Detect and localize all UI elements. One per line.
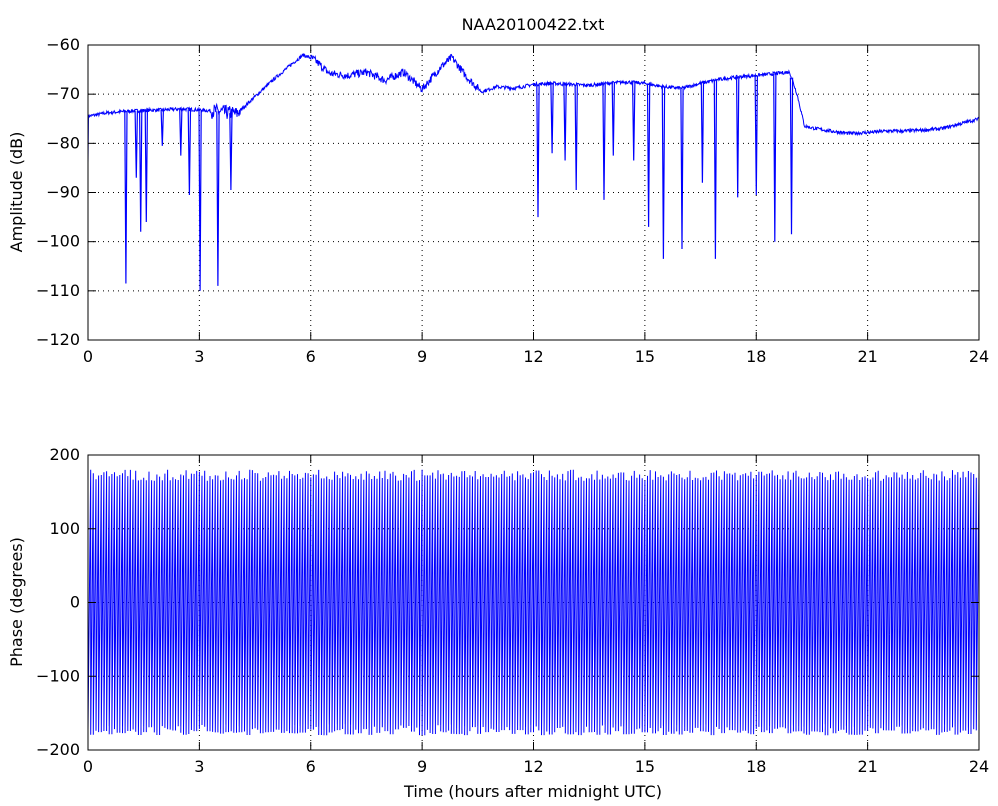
- amplitude-line: [87, 53, 980, 164]
- phase-ytick-label: 100: [49, 519, 80, 538]
- amplitude-dip: [229, 113, 233, 191]
- amplitude-ytick-label: −120: [36, 330, 80, 349]
- amplitude-dip: [602, 83, 606, 200]
- amplitude-xtick-label: 3: [194, 347, 204, 366]
- amplitude-dip: [646, 83, 651, 227]
- amplitude-dip: [160, 109, 164, 146]
- amplitude-ylabel: Amplitude (dB): [7, 132, 26, 253]
- amplitude-ytick-label: −80: [46, 133, 80, 152]
- phase-line: [87, 469, 980, 736]
- phase-xtick-label: 3: [194, 757, 204, 776]
- amplitude-dip: [661, 86, 666, 259]
- amplitude-xtick-label: 15: [635, 347, 655, 366]
- phase-xtick-label: 21: [857, 757, 877, 776]
- amplitude-dip: [536, 84, 540, 218]
- amplitude-dip: [198, 109, 202, 291]
- amplitude-dip: [144, 110, 148, 223]
- phase-xtick-label: 6: [306, 757, 316, 776]
- amplitude-dip: [563, 83, 567, 161]
- phase-ytick-label: −100: [36, 666, 80, 685]
- amplitude-panel: NAA20100422.txt 0 3 6 9 12 15 18 21 24 −120 −110 −1…: [7, 15, 989, 366]
- amplitude-xtick-label: 6: [306, 347, 316, 366]
- amplitude-dip: [789, 77, 794, 235]
- amplitude-ytick-label: −90: [46, 183, 80, 202]
- amplitude-dip: [216, 111, 220, 286]
- amplitude-dip: [713, 80, 718, 259]
- amplitude-dip: [700, 82, 705, 183]
- amplitude-grid: [88, 45, 979, 340]
- amplitude-dip: [187, 109, 192, 196]
- phase-xtick-label: 18: [746, 757, 766, 776]
- amplitude-xtick-label: 9: [417, 347, 427, 366]
- amplitude-xtick-label: 0: [83, 347, 93, 366]
- amplitude-ytick-label: −60: [46, 35, 80, 54]
- amplitude-dip: [773, 73, 777, 242]
- amplitude-dip: [611, 82, 615, 156]
- phase-xtick-label: 12: [523, 757, 543, 776]
- phase-ylabel: Phase (degrees): [7, 537, 26, 667]
- amplitude-dip: [550, 83, 554, 154]
- phase-ytick-label: 0: [70, 593, 80, 612]
- amplitude-ytick-label: −100: [36, 232, 80, 251]
- amplitude-xtick-label: 18: [746, 347, 766, 366]
- phase-xtick-label: 9: [417, 757, 427, 776]
- amplitude-xtick-label: 12: [523, 347, 543, 366]
- amplitude-dip: [179, 108, 183, 156]
- amplitude-dip: [632, 82, 636, 161]
- phase-xlabel: Time (hours after midnight UTC): [403, 782, 662, 801]
- phase-panel: 0 3 6 9 12 15 18 21 24 −200 −100 0 100 200 Phase (deg…: [7, 445, 989, 801]
- amplitude-ticks: 0 3 6 9 12 15 18 21 24 −120 −110 −100 −90 −80 −70 −60: [36, 35, 989, 366]
- amplitude-ytick-label: −110: [36, 281, 80, 300]
- amplitude-ytick-label: −70: [46, 84, 80, 103]
- phase-xtick-label: 0: [83, 757, 93, 776]
- amplitude-dip: [134, 110, 138, 178]
- phase-xtick-label: 15: [635, 757, 655, 776]
- amplitude-xtick-label: 24: [969, 347, 989, 366]
- amplitude-dip: [736, 76, 740, 198]
- amplitude-dip: [124, 111, 128, 284]
- amplitude-dip: [680, 88, 684, 250]
- amplitude-series: [87, 53, 980, 291]
- plot-title: NAA20100422.txt: [462, 15, 605, 34]
- phase-ytick-label: 200: [49, 445, 80, 464]
- amplitude-dip: [574, 84, 578, 191]
- amplitude-dip: [754, 75, 758, 196]
- phase-xtick-label: 24: [969, 757, 989, 776]
- amplitude-dip: [139, 110, 143, 232]
- phase-series: [87, 469, 980, 736]
- phase-ticks: 0 3 6 9 12 15 18 21 24 −200 −100 0 100 200: [36, 445, 989, 776]
- phase-ytick-label: −200: [36, 740, 80, 759]
- amplitude-xtick-label: 21: [857, 347, 877, 366]
